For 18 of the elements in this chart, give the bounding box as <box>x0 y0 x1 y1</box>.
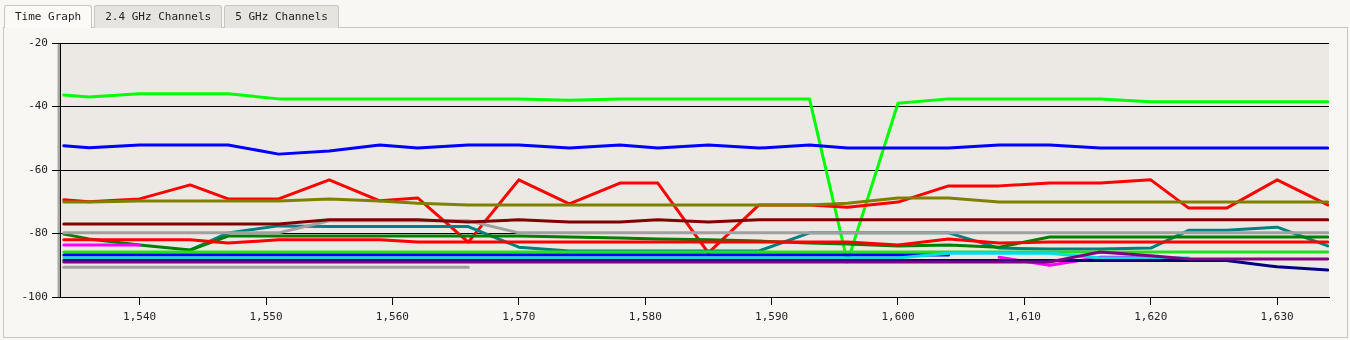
y-tick-label: -100 <box>21 289 48 303</box>
x-tick-label: 1,550 <box>249 310 283 324</box>
x-tick-label: 1,540 <box>123 310 157 324</box>
x-tick-label: 1,570 <box>502 310 536 324</box>
text: 5 GHz Channels <box>224 5 339 28</box>
x-tick-label: 1,600 <box>881 310 915 324</box>
x-tick-label: 1,620 <box>1134 310 1168 324</box>
x-tick-label: 1,580 <box>628 310 662 324</box>
x-tick-label: 1,610 <box>1007 310 1041 324</box>
text: 2.4 GHz Channels <box>94 5 223 28</box>
y-tick-label: -40 <box>28 99 48 113</box>
x-tick-label: 1,590 <box>755 310 789 324</box>
y-tick-label: -60 <box>28 162 48 176</box>
y-tick-label: -80 <box>28 226 48 240</box>
text: Time Graph <box>4 5 93 28</box>
x-tick-label: 1,560 <box>375 310 409 324</box>
x-tick-label: 1,630 <box>1260 310 1294 324</box>
y-tick-label: -20 <box>28 35 48 49</box>
